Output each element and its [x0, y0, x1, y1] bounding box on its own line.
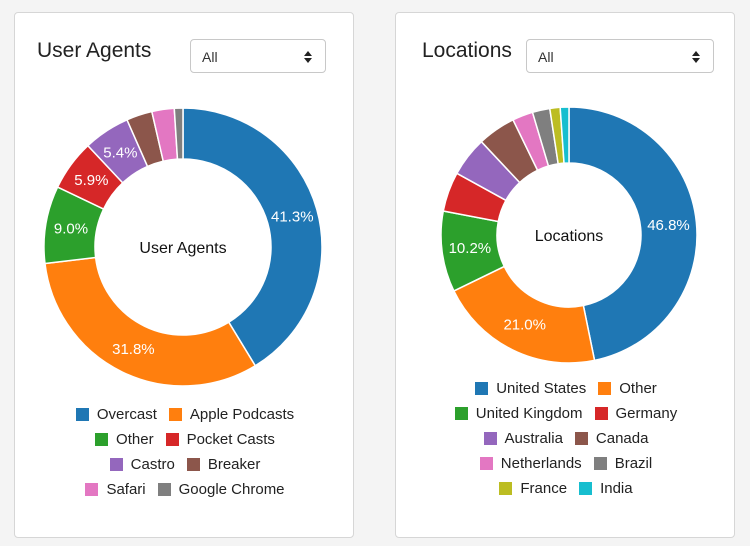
user-agents-select[interactable]: All [190, 39, 326, 73]
legend-item-canada[interactable]: Canada [574, 426, 649, 451]
slice-label-overcast: 41.3% [271, 208, 314, 225]
legend-swatch [598, 382, 612, 395]
legend-swatch [574, 432, 588, 445]
slice-united-states[interactable] [568, 106, 698, 362]
legend-swatch [85, 483, 99, 496]
slice-india[interactable] [559, 106, 570, 164]
legend-swatch [95, 433, 109, 446]
legend-item-germany[interactable]: Germany [594, 401, 678, 426]
locations-select[interactable]: All [526, 39, 714, 73]
slice-apple-podcasts[interactable] [44, 256, 257, 387]
legend-item-india[interactable]: India [579, 476, 633, 501]
legend-swatch [483, 432, 497, 445]
legend-label: Safari [106, 481, 146, 498]
slice-label-castro: 5.4% [103, 144, 137, 161]
slice-label-other: 21.0% [503, 317, 546, 334]
legend-label: Australia [504, 430, 563, 447]
legend-swatch [165, 433, 179, 446]
locations-legend: United States Other United Kingdom Germany A… [416, 376, 716, 501]
legend-swatch [75, 408, 89, 421]
slice-label-united-kingdom: 10.2% [449, 240, 492, 257]
legend-swatch [594, 407, 608, 420]
slice-overcast[interactable] [182, 107, 323, 367]
locations-card: Locations All 46.8% 21.0% 10.2% Locations U… [395, 12, 735, 538]
legend-swatch [499, 482, 513, 495]
legend-label: United Kingdom [475, 405, 583, 422]
user-agents-title: User Agents [37, 39, 152, 62]
legend-item-google-chrome[interactable]: Google Chrome [157, 477, 285, 502]
legend-item-other[interactable]: Other [95, 427, 154, 452]
legend-item-united-kingdom[interactable]: United Kingdom [454, 401, 583, 426]
legend-label: Other [619, 380, 657, 397]
legend-item-pocket-casts[interactable]: Pocket Casts [165, 427, 275, 452]
legend-swatch [157, 483, 171, 496]
legend-label: Germany [615, 405, 678, 422]
legend-swatch [479, 457, 493, 470]
legend-label: Other [116, 431, 154, 448]
slice-label-pocket-casts: 5.9% [74, 172, 108, 189]
legend-label: Apple Podcasts [189, 406, 295, 423]
slice-label-apple-podcasts: 31.8% [112, 341, 155, 358]
legend-swatch [454, 407, 468, 420]
legend-label: Netherlands [500, 455, 582, 472]
legend-item-overcast[interactable]: Overcast [75, 402, 157, 427]
legend-swatch [475, 382, 489, 395]
legend-label: Pocket Casts [186, 431, 275, 448]
slice-label-united-states: 46.8% [647, 217, 690, 234]
legend-swatch [168, 408, 182, 421]
legend-item-brazil[interactable]: Brazil [593, 451, 653, 476]
center-label: Locations [535, 228, 604, 245]
legend-item-breaker[interactable]: Breaker [186, 452, 261, 477]
legend-label: France [520, 480, 568, 497]
locations-select-value: All [538, 49, 554, 65]
locations-donut-chart: 46.8% 21.0% 10.2% Locations [440, 106, 698, 364]
legend-item-castro[interactable]: Castro [109, 452, 175, 477]
center-label: User Agents [139, 240, 226, 257]
legend-swatch [186, 458, 200, 471]
legend-label: Canada [595, 430, 649, 447]
select-arrows-icon [304, 51, 312, 63]
user-agents-legend: Overcast Apple Podcasts Other Pocket Casts C… [25, 402, 345, 502]
legend-item-united-states[interactable]: United States [475, 376, 586, 401]
legend-item-other[interactable]: Other [598, 376, 657, 401]
user-agents-donut-chart: 41.3% 31.8% 9.0% 5.9% 5.4% User Agents [43, 107, 323, 387]
legend-label: Castro [130, 456, 175, 473]
legend-label: Overcast [96, 406, 157, 423]
legend-swatch [109, 458, 123, 471]
legend-swatch [593, 457, 607, 470]
legend-item-netherlands[interactable]: Netherlands [479, 451, 582, 476]
legend-item-france[interactable]: France [499, 476, 567, 501]
legend-item-apple-podcasts[interactable]: Apple Podcasts [168, 402, 295, 427]
slice-google-chrome[interactable] [173, 107, 184, 160]
legend-label: Brazil [614, 455, 653, 472]
select-arrows-icon [692, 51, 700, 63]
legend-label: United States [496, 380, 587, 397]
legend-swatch [579, 482, 593, 495]
legend-label: Breaker [207, 456, 261, 473]
legend-label: India [600, 480, 633, 497]
locations-title: Locations [422, 39, 512, 62]
slice-label-other: 9.0% [54, 221, 88, 238]
legend-item-safari[interactable]: Safari [85, 477, 146, 502]
legend-item-australia[interactable]: Australia [483, 426, 563, 451]
legend-label: Google Chrome [178, 481, 285, 498]
user-agents-select-value: All [202, 49, 218, 65]
user-agents-card: User Agents All 41.3% 31.8% 9.0% 5.9% 5.4% Us… [14, 12, 354, 538]
